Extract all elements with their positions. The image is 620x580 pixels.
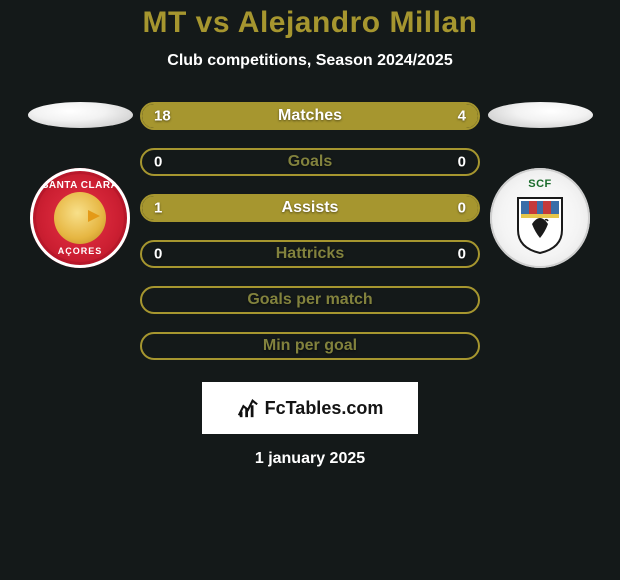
stat-label: Hattricks bbox=[276, 245, 344, 263]
crest-left-top-label: SANTA CLARA bbox=[30, 180, 130, 191]
value-right: 4 bbox=[458, 108, 466, 125]
title: MT vs Alejandro Millan bbox=[0, 0, 620, 40]
right-column: SCF bbox=[480, 102, 600, 268]
left-column: SANTA CLARA AÇORES bbox=[20, 102, 140, 268]
value-left: 1 bbox=[154, 200, 162, 217]
subtitle: Club competitions, Season 2024/2025 bbox=[0, 52, 620, 70]
stat-row-assists: 1 0 Assists bbox=[140, 194, 480, 222]
brand-text: FcTables.com bbox=[265, 398, 384, 419]
stat-rows: 18 4 Matches 0 0 Goals 1 0 Assists 0 0 Hattricks Goa… bbox=[140, 102, 480, 360]
stat-label: Assists bbox=[282, 199, 339, 217]
stat-row-matches: 18 4 Matches bbox=[140, 102, 480, 130]
brand-chart-icon bbox=[237, 397, 259, 419]
shield-icon bbox=[515, 196, 565, 254]
stat-label: Min per goal bbox=[263, 337, 357, 355]
eagle-icon bbox=[54, 192, 106, 244]
player-ball-icon bbox=[28, 102, 133, 128]
value-left: 0 bbox=[154, 246, 162, 263]
comparison-card: MT vs Alejandro Millan Club competitions… bbox=[0, 0, 620, 468]
value-right: 0 bbox=[458, 200, 466, 217]
crest-left-bottom-label: AÇORES bbox=[30, 246, 130, 256]
crest-right-label: SCF bbox=[490, 178, 590, 190]
stat-row-mpg: Min per goal bbox=[140, 332, 480, 360]
value-left: 0 bbox=[154, 154, 162, 171]
club-crest-left: SANTA CLARA AÇORES bbox=[30, 168, 130, 268]
club-crest-right: SCF bbox=[490, 168, 590, 268]
date: 1 january 2025 bbox=[0, 450, 620, 468]
stat-label: Matches bbox=[278, 107, 342, 125]
fill-right bbox=[417, 104, 478, 128]
player-ball-icon bbox=[488, 102, 593, 128]
brand-box[interactable]: FcTables.com bbox=[202, 382, 418, 434]
value-left: 18 bbox=[154, 108, 171, 125]
value-right: 0 bbox=[458, 154, 466, 171]
stat-label: Goals bbox=[288, 153, 332, 171]
stat-row-gpm: Goals per match bbox=[140, 286, 480, 314]
value-right: 0 bbox=[458, 246, 466, 263]
stat-label: Goals per match bbox=[247, 291, 372, 309]
stats-area: SANTA CLARA AÇORES 18 4 Matches 0 0 Goals 1 0 As… bbox=[0, 102, 620, 360]
stat-row-goals: 0 0 Goals bbox=[140, 148, 480, 176]
stat-row-hattricks: 0 0 Hattricks bbox=[140, 240, 480, 268]
